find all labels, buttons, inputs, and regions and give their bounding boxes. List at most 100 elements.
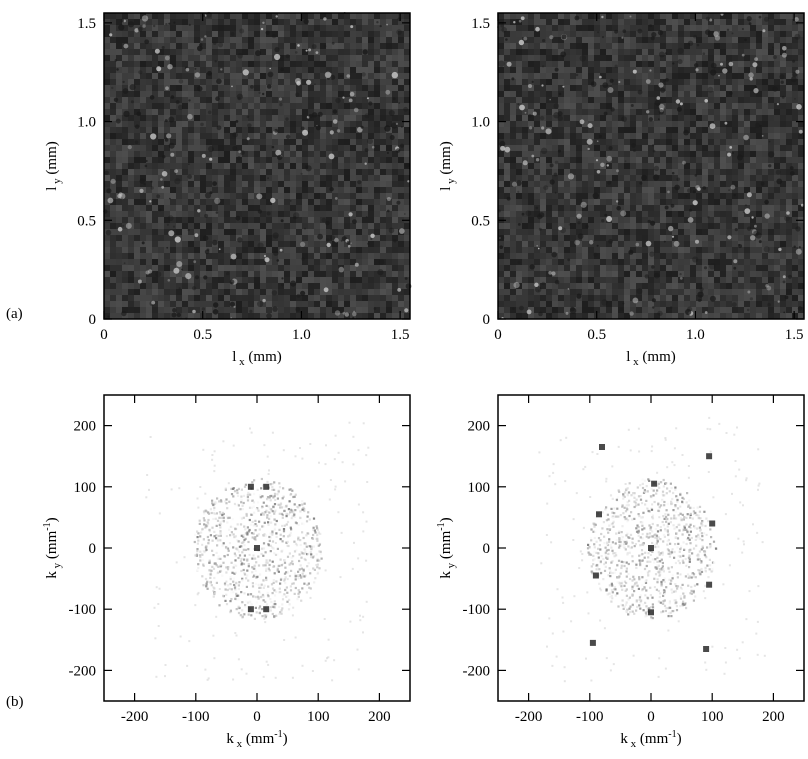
image-texture-cell	[218, 253, 224, 259]
image-texture-cell	[194, 115, 200, 121]
image-texture-cell	[332, 169, 338, 175]
image-texture-cell	[104, 175, 110, 181]
image-texture-cell	[122, 169, 128, 175]
image-texture-cell	[122, 223, 128, 229]
image-texture-cell	[582, 49, 588, 55]
image-texture-cell	[212, 67, 218, 73]
image-texture-cell	[504, 127, 510, 133]
image-texture-cell	[576, 217, 582, 223]
image-texture-cell	[128, 199, 134, 205]
image-texture-cell	[756, 121, 762, 127]
image-texture-cell	[558, 163, 564, 169]
image-texture-cell	[522, 25, 528, 31]
image-texture-cell	[678, 25, 684, 31]
image-texture-cell	[242, 217, 248, 223]
image-texture-cell	[170, 247, 176, 253]
image-texture-cell	[254, 289, 260, 295]
image-texture-cell	[744, 109, 750, 115]
image-texture-cell	[660, 25, 666, 31]
image-texture-cell	[786, 49, 792, 55]
image-texture-cell	[164, 25, 170, 31]
image-texture-cell	[320, 241, 326, 247]
image-texture-cell	[750, 67, 756, 73]
image-texture-cell	[176, 271, 182, 277]
image-texture-cell	[374, 295, 380, 301]
image-texture-cell	[158, 313, 164, 319]
image-texture-cell	[684, 199, 690, 205]
image-texture-cell	[290, 145, 296, 151]
image-grain	[354, 262, 359, 267]
image-texture-cell	[308, 271, 314, 277]
image-texture-cell	[230, 67, 236, 73]
image-texture-cell	[320, 217, 326, 223]
image-texture-cell	[260, 289, 266, 295]
image-texture-cell	[534, 49, 540, 55]
image-texture-cell	[296, 217, 302, 223]
image-texture-cell	[600, 115, 606, 121]
image-texture-cell	[176, 115, 182, 121]
image-texture-cell	[498, 127, 504, 133]
image-texture-cell	[260, 313, 266, 319]
image-texture-cell	[558, 217, 564, 223]
image-texture-cell	[708, 31, 714, 37]
image-texture-cell	[284, 109, 290, 115]
image-texture-cell	[756, 91, 762, 97]
image-texture-cell	[600, 157, 606, 163]
image-texture-cell	[564, 199, 570, 205]
image-grain	[172, 225, 176, 228]
image-texture-cell	[380, 103, 386, 109]
image-texture-cell	[546, 43, 552, 49]
image-texture-cell	[296, 55, 302, 61]
image-texture-cell	[182, 85, 188, 91]
image-texture-cell	[320, 259, 326, 265]
image-grain	[281, 283, 284, 287]
image-texture-cell	[666, 91, 672, 97]
image-texture-cell	[612, 157, 618, 163]
image-texture-cell	[182, 295, 188, 301]
image-grain	[229, 301, 235, 307]
image-texture-cell	[600, 49, 606, 55]
image-texture-cell	[284, 223, 290, 229]
image-texture-cell	[182, 313, 188, 319]
image-texture-cell	[272, 277, 278, 283]
image-texture-cell	[194, 19, 200, 25]
image-texture-cell	[176, 283, 182, 289]
image-texture-cell	[690, 127, 696, 133]
image-texture-cell	[540, 163, 546, 169]
image-texture-cell	[200, 49, 206, 55]
image-texture-cell	[368, 19, 374, 25]
image-texture-cell	[690, 235, 696, 241]
image-texture-cell	[224, 169, 230, 175]
image-texture-cell	[780, 109, 786, 115]
image-texture-cell	[672, 157, 678, 163]
image-texture-cell	[140, 247, 146, 253]
image-texture-cell	[218, 271, 224, 277]
image-grain	[348, 212, 353, 217]
image-texture-cell	[206, 163, 212, 169]
image-texture-cell	[224, 97, 230, 103]
image-texture-cell	[404, 235, 410, 241]
image-texture-cell	[254, 157, 260, 163]
image-texture-cell	[636, 151, 642, 157]
image-texture-cell	[576, 241, 582, 247]
image-texture-cell	[152, 313, 158, 319]
image-texture-cell	[272, 91, 278, 97]
image-texture-cell	[338, 109, 344, 115]
image-texture-cell	[338, 193, 344, 199]
image-texture-cell	[540, 133, 546, 139]
image-texture-cell	[540, 139, 546, 145]
image-texture-cell	[356, 199, 362, 205]
image-texture-cell	[248, 271, 254, 277]
image-texture-cell	[380, 253, 386, 259]
image-texture-cell	[672, 61, 678, 67]
image-texture-cell	[338, 241, 344, 247]
image-texture-cell	[350, 295, 356, 301]
image-texture-cell	[332, 247, 338, 253]
image-texture-cell	[104, 235, 110, 241]
image-texture-cell	[690, 157, 696, 163]
image-texture-cell	[314, 187, 320, 193]
image-texture-cell	[158, 307, 164, 313]
image-texture-cell	[696, 79, 702, 85]
image-texture-cell	[128, 229, 134, 235]
image-texture-cell	[194, 13, 200, 19]
